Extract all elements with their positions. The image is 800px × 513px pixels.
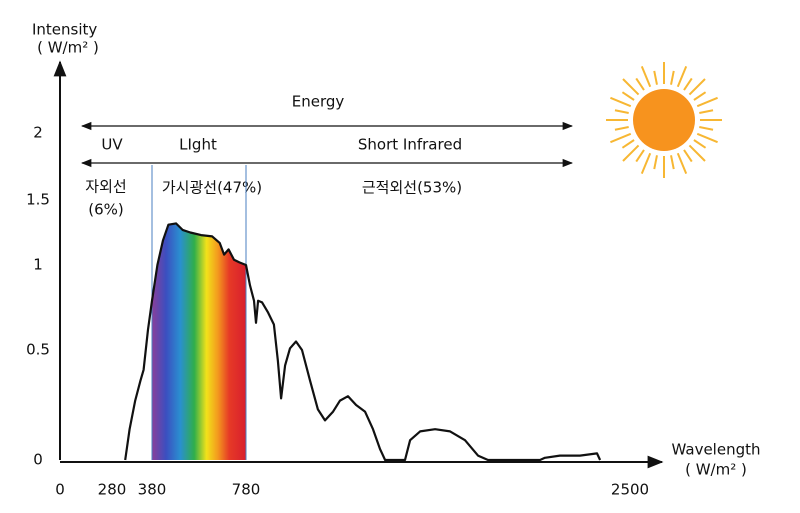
sun-ray <box>653 70 658 85</box>
sun-ray <box>640 152 652 174</box>
sun-ray <box>653 155 658 170</box>
sun-ray <box>610 96 632 108</box>
sun-ray <box>676 66 688 88</box>
visible-spectrum <box>152 223 246 460</box>
annotation: Short Infrared <box>358 136 462 154</box>
x-axis-unit: ( W/m² ) <box>685 461 747 479</box>
annotation: (6%) <box>88 201 124 219</box>
y-tick-label: 0.5 <box>26 341 50 359</box>
y-axis-unit: ( W/m² ) <box>37 39 99 57</box>
y-tick-label: 2 <box>33 124 43 142</box>
y-tick-label: 1 <box>33 256 43 274</box>
sun-ray <box>640 66 652 88</box>
sun-ray <box>696 132 718 144</box>
sun-ray <box>621 139 635 149</box>
sun-ray <box>696 96 718 108</box>
sun-ray <box>621 91 635 101</box>
sun-disc <box>633 89 695 151</box>
sun-ray <box>670 155 675 170</box>
annotation: 가시광선(47%) <box>162 179 262 197</box>
annotation: UV <box>101 136 123 154</box>
annotation: Energy <box>292 93 345 111</box>
sun-ray <box>699 109 714 114</box>
sun-ray <box>635 77 645 91</box>
x-axis-label: Wavelength <box>672 441 761 459</box>
sun-ray <box>670 70 675 85</box>
annotation: 근적외선(53%) <box>362 179 462 197</box>
sun-ray <box>693 91 707 101</box>
x-tick-label: 380 <box>138 481 167 499</box>
sun-ray <box>614 109 629 114</box>
sun-ray <box>688 78 706 96</box>
x-tick-label: 780 <box>232 481 261 499</box>
sun-ray <box>622 144 640 162</box>
annotation: LIght <box>179 136 217 154</box>
y-axis-label: Intensity <box>32 21 97 39</box>
sun-ray <box>676 152 688 174</box>
sun-ray <box>683 149 693 163</box>
x-tick-label: 2500 <box>611 481 649 499</box>
sun-ray <box>635 149 645 163</box>
x-tick-label: 280 <box>98 481 127 499</box>
sun-ray <box>683 77 693 91</box>
sun-ray <box>699 126 714 131</box>
sun-ray <box>610 132 632 144</box>
annotation: 자외선 <box>85 178 126 196</box>
sun-ray <box>614 126 629 131</box>
sun-ray <box>688 144 706 162</box>
x-tick-label: 0 <box>55 481 65 499</box>
y-tick-label: 0 <box>33 451 43 469</box>
sun-ray <box>693 139 707 149</box>
spectrum-line <box>124 222 602 462</box>
sun-ray <box>622 78 640 96</box>
sun-icon <box>606 62 722 178</box>
y-tick-label: 1.5 <box>26 191 50 209</box>
